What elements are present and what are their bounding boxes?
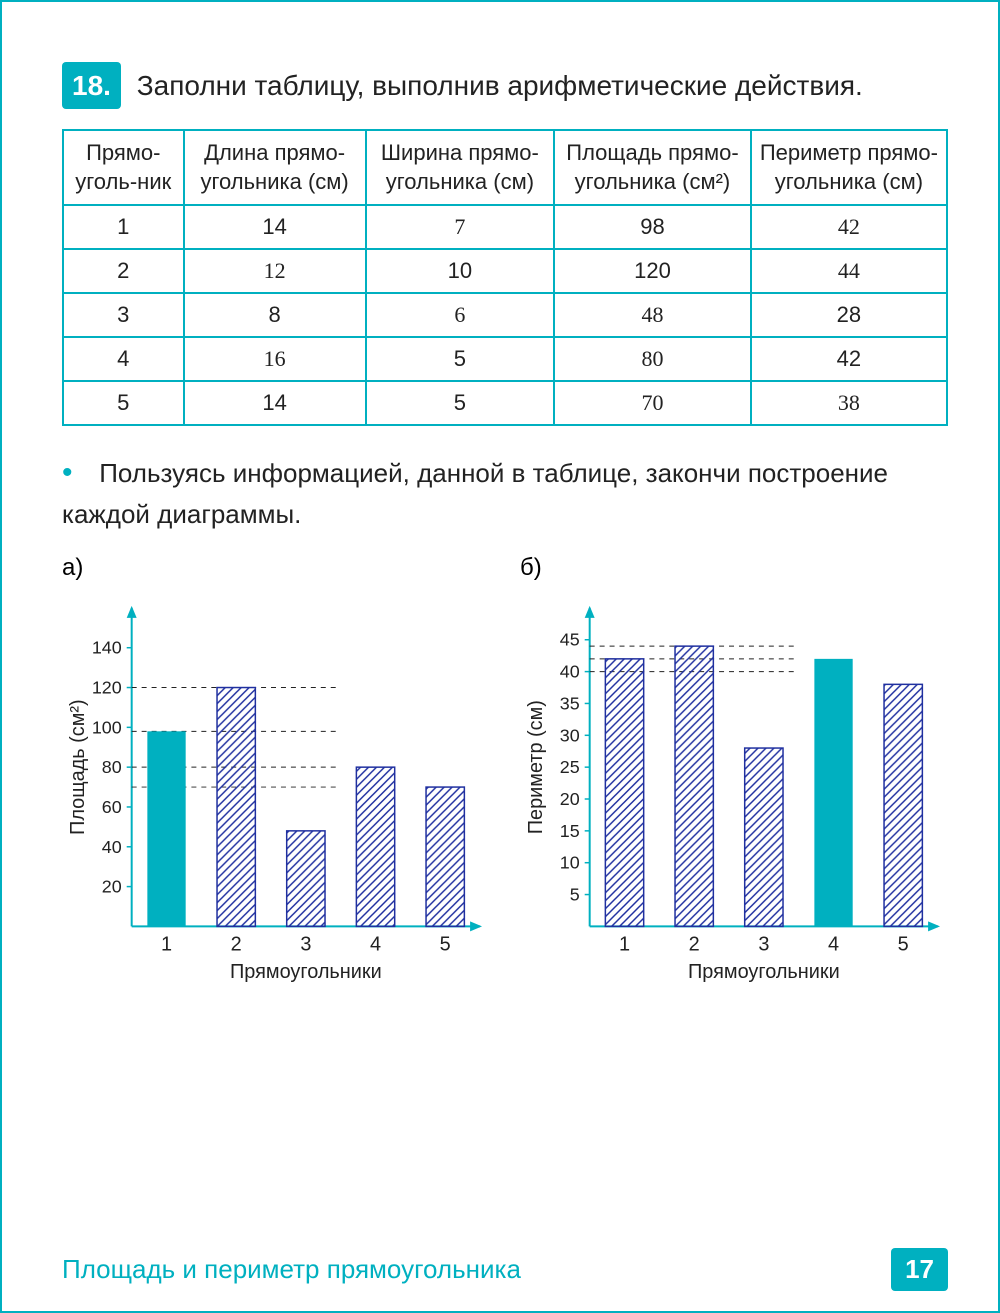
table-cell: 70 [554, 381, 751, 425]
svg-text:4: 4 [370, 934, 381, 956]
table-header-row: Прямо-уголь-ник Длина прямо-угольника (с… [63, 130, 947, 205]
table-cell: 42 [751, 337, 947, 381]
svg-text:5: 5 [440, 934, 451, 956]
svg-text:2: 2 [231, 934, 242, 956]
chart-a-wrap: а) 20 40 60 80 100 120 140 1 2 3 4 5 Прямоугольники П… [62, 554, 490, 991]
table-cell: 5 [366, 337, 554, 381]
svg-text:Прямоугольники: Прямоугольники [230, 962, 382, 984]
table-row: 51457038 [63, 381, 947, 425]
table-cell: 5 [63, 381, 184, 425]
table-cell: 44 [751, 249, 947, 293]
svg-text:60: 60 [102, 797, 122, 817]
workbook-page: 18. Заполни таблицу, выполнив арифметиче… [0, 0, 1000, 1313]
table-cell: 16 [184, 337, 366, 381]
chart-b: 5101520253035404512345ПрямоугольникиПери… [520, 588, 948, 986]
svg-text:35: 35 [560, 694, 580, 714]
table-cell: 12 [184, 249, 366, 293]
svg-text:5: 5 [898, 934, 909, 956]
svg-text:2: 2 [689, 934, 700, 956]
svg-text:3: 3 [758, 934, 769, 956]
svg-text:40: 40 [102, 837, 122, 857]
table-cell: 4 [63, 337, 184, 381]
table-cell: 2 [63, 249, 184, 293]
table-cell: 14 [184, 205, 366, 249]
table-cell: 98 [554, 205, 751, 249]
table-cell: 80 [554, 337, 751, 381]
table-row: 11479842 [63, 205, 947, 249]
page-number: 17 [891, 1248, 948, 1291]
footer-title: Площадь и периметр прямоугольника [62, 1254, 521, 1285]
svg-text:4: 4 [828, 934, 839, 956]
charts-row: а) 2040608010012014012345ПрямоугольникиП… [62, 554, 948, 991]
table-cell: 10 [366, 249, 554, 293]
svg-text:10: 10 [560, 853, 580, 873]
svg-text:45: 45 [560, 630, 580, 650]
table-row: 2121012044 [63, 249, 947, 293]
col-header-area: Площадь прямо-угольника (см²) [554, 130, 751, 205]
svg-text:20: 20 [560, 789, 580, 809]
table-cell: 28 [751, 293, 947, 337]
col-header-rect: Прямо-уголь-ник [63, 130, 184, 205]
svg-text:Прямоугольники: Прямоугольники [688, 962, 840, 984]
table-cell: 120 [554, 249, 751, 293]
svg-text:5: 5 [570, 885, 580, 905]
svg-text:120: 120 [92, 678, 122, 698]
svg-text:80: 80 [102, 758, 122, 778]
chart-b-label: б) [520, 554, 948, 582]
exercise-prompt: 18. Заполни таблицу, выполнив арифметиче… [62, 62, 948, 109]
svg-text:20: 20 [102, 877, 122, 897]
page-footer: Площадь и периметр прямоугольника 17 [62, 1248, 948, 1291]
table-cell: 7 [366, 205, 554, 249]
sub-prompt: • Пользуясь информацией, данной в таблиц… [62, 450, 948, 534]
table-cell: 5 [366, 381, 554, 425]
svg-text:100: 100 [92, 718, 122, 738]
svg-text:15: 15 [560, 821, 580, 841]
col-header-width: Ширина прямо-угольника (см) [366, 130, 554, 205]
table-cell: 42 [751, 205, 947, 249]
data-table: Прямо-уголь-ник Длина прямо-угольника (с… [62, 129, 948, 426]
table-cell: 6 [366, 293, 554, 337]
table-row: 41658042 [63, 337, 947, 381]
svg-text:3: 3 [300, 934, 311, 956]
table-cell: 38 [751, 381, 947, 425]
svg-text:25: 25 [560, 758, 580, 778]
col-header-perimeter: Периметр прямо-угольника (см) [751, 130, 947, 205]
table-cell: 48 [554, 293, 751, 337]
svg-text:140: 140 [92, 638, 122, 658]
bullet-icon: • [62, 450, 92, 495]
svg-text:Площадь (см²): Площадь (см²) [67, 700, 89, 836]
chart-b-wrap: б) 5101520253035404512345ПрямоугольникиП… [520, 554, 948, 991]
exercise-number: 18. [62, 62, 121, 109]
chart-a-label: а) [62, 554, 490, 582]
svg-text:30: 30 [560, 726, 580, 746]
col-header-length: Длина прямо-угольника (см) [184, 130, 366, 205]
svg-text:40: 40 [560, 662, 580, 682]
chart-a: 20 40 60 80 100 120 140 1 2 3 4 5 Прямоугольники Площ… [62, 588, 490, 986]
table-row: 3864828 [63, 293, 947, 337]
exercise-text: Заполни таблицу, выполнив арифметические… [137, 70, 863, 101]
svg-text:1: 1 [619, 934, 630, 956]
svg-text:1: 1 [161, 934, 172, 956]
table-cell: 1 [63, 205, 184, 249]
table-cell: 3 [63, 293, 184, 337]
table-cell: 14 [184, 381, 366, 425]
svg-text:Периметр (см): Периметр (см) [525, 700, 547, 834]
table-cell: 8 [184, 293, 366, 337]
sub-prompt-text: Пользуясь информацией, данной в таблице,… [62, 458, 888, 529]
